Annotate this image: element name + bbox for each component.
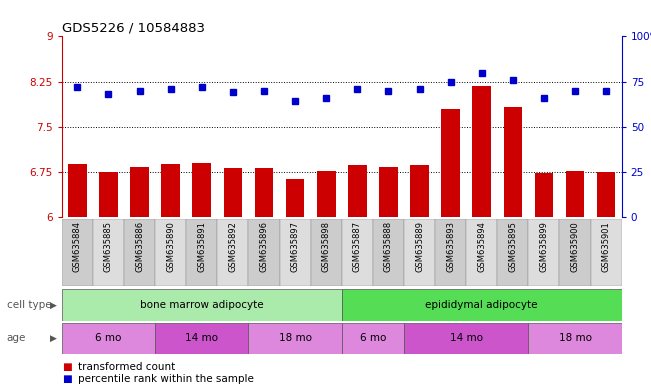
Bar xyxy=(99,172,118,217)
Bar xyxy=(373,219,404,286)
Text: bone marrow adipocyte: bone marrow adipocyte xyxy=(140,300,264,310)
Text: transformed count: transformed count xyxy=(78,362,175,372)
Bar xyxy=(217,219,249,286)
Text: GSM635890: GSM635890 xyxy=(166,221,175,272)
Text: 18 mo: 18 mo xyxy=(559,333,592,343)
Text: cell type: cell type xyxy=(7,300,51,310)
Text: 18 mo: 18 mo xyxy=(279,333,312,343)
Bar xyxy=(249,323,342,354)
Bar xyxy=(597,172,615,217)
Bar xyxy=(286,179,305,217)
Bar xyxy=(62,323,155,354)
Bar xyxy=(186,219,217,286)
Text: ■: ■ xyxy=(62,362,72,372)
Bar xyxy=(161,164,180,217)
Bar xyxy=(193,163,211,217)
Bar xyxy=(441,109,460,217)
Text: GSM635892: GSM635892 xyxy=(229,221,238,272)
Text: ■: ■ xyxy=(62,374,72,384)
Text: GSM635895: GSM635895 xyxy=(508,221,518,272)
Bar xyxy=(130,167,149,217)
Bar xyxy=(62,219,93,286)
Text: GSM635885: GSM635885 xyxy=(104,221,113,272)
Bar xyxy=(223,168,242,217)
Bar xyxy=(497,219,529,286)
Text: GSM635891: GSM635891 xyxy=(197,221,206,272)
Bar xyxy=(566,171,585,217)
Text: ▶: ▶ xyxy=(50,334,57,343)
Text: 14 mo: 14 mo xyxy=(450,333,482,343)
Text: ▶: ▶ xyxy=(50,300,57,310)
Bar xyxy=(342,289,622,321)
Bar xyxy=(503,108,522,217)
Bar xyxy=(404,323,529,354)
Bar xyxy=(342,323,404,354)
Bar xyxy=(317,171,335,217)
Text: GDS5226 / 10584883: GDS5226 / 10584883 xyxy=(62,21,205,34)
Text: GSM635893: GSM635893 xyxy=(446,221,455,272)
Bar xyxy=(124,219,155,286)
Bar xyxy=(559,219,590,286)
Text: age: age xyxy=(7,333,26,343)
Text: GSM635899: GSM635899 xyxy=(540,221,548,272)
Text: GSM635889: GSM635889 xyxy=(415,221,424,272)
Text: 6 mo: 6 mo xyxy=(360,333,386,343)
Bar xyxy=(279,219,311,286)
Text: GSM635901: GSM635901 xyxy=(602,221,611,271)
Bar xyxy=(348,165,367,217)
Text: GSM635887: GSM635887 xyxy=(353,221,362,272)
Text: GSM635896: GSM635896 xyxy=(260,221,268,272)
Bar xyxy=(410,165,429,217)
Bar xyxy=(249,219,279,286)
Text: epididymal adipocyte: epididymal adipocyte xyxy=(426,300,538,310)
Bar xyxy=(379,167,398,217)
Text: GSM635898: GSM635898 xyxy=(322,221,331,272)
Bar xyxy=(255,168,273,217)
Bar xyxy=(590,219,622,286)
Text: GSM635884: GSM635884 xyxy=(73,221,82,272)
Bar xyxy=(466,219,497,286)
Text: percentile rank within the sample: percentile rank within the sample xyxy=(78,374,254,384)
Bar xyxy=(342,219,373,286)
Bar xyxy=(68,164,87,217)
Text: GSM635894: GSM635894 xyxy=(477,221,486,272)
Bar xyxy=(155,219,186,286)
Text: 6 mo: 6 mo xyxy=(95,333,122,343)
Bar xyxy=(435,219,466,286)
Bar xyxy=(93,219,124,286)
Text: GSM635900: GSM635900 xyxy=(570,221,579,271)
Text: GSM635897: GSM635897 xyxy=(290,221,299,272)
Bar xyxy=(534,173,553,217)
Bar xyxy=(311,219,342,286)
Text: 14 mo: 14 mo xyxy=(186,333,218,343)
Text: GSM635888: GSM635888 xyxy=(384,221,393,272)
Bar xyxy=(62,289,342,321)
Text: GSM635886: GSM635886 xyxy=(135,221,144,272)
Bar xyxy=(404,219,435,286)
Bar xyxy=(529,219,559,286)
Bar xyxy=(473,86,491,217)
Bar xyxy=(155,323,249,354)
Bar xyxy=(529,323,622,354)
